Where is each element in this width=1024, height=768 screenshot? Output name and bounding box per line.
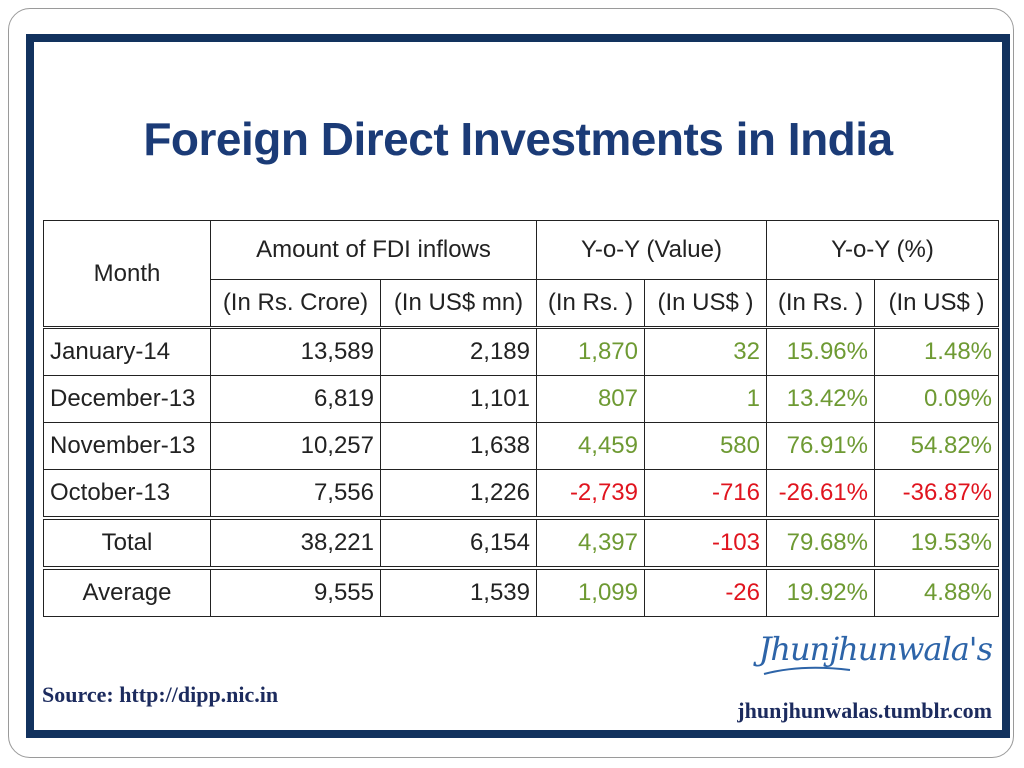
cell-fdi-usd: 1,638 — [380, 422, 537, 470]
table-row: December-13 6,819 1,101 807 1 13.42% 0.0… — [43, 375, 1000, 423]
cell-yoy-rs: 1,099 — [536, 566, 645, 617]
cell-yoy-usd: 1 — [644, 375, 767, 423]
cell-fdi-usd: 1,226 — [380, 469, 537, 519]
table-row: November-13 10,257 1,638 4,459 580 76.91… — [43, 422, 1000, 470]
cell-pct-usd: 54.82% — [873, 422, 1000, 470]
fdi-table: Month Amount of FDI inflows Y-o-Y (Value… — [43, 220, 1000, 617]
cell-fdi-rs: 10,257 — [210, 422, 381, 470]
header-yoy-pct: Y-o-Y (%) — [765, 220, 1000, 280]
header-unit: (In US$ ) — [873, 279, 1000, 328]
cell-pct-rs: -26.61% — [766, 469, 875, 519]
logo-url: jhunjhunwalas.tumblr.com — [737, 698, 992, 723]
cell-yoy-rs: 807 — [536, 375, 645, 423]
cell-pct-usd: 19.53% — [873, 516, 1000, 569]
cell-pct-usd: 4.88% — [873, 566, 1000, 617]
header-fdi-inflows: Amount of FDI inflows — [210, 220, 537, 280]
cell-pct-usd: 1.48% — [873, 327, 1000, 376]
header-row-units: (In Rs. Crore) (In US$ mn) (In Rs. ) (In… — [43, 279, 1000, 328]
cell-yoy-usd: -103 — [644, 516, 767, 569]
cell-fdi-rs: 38,221 — [210, 516, 381, 569]
cell-yoy-rs: -2,739 — [536, 469, 645, 519]
logo-swoosh-icon — [763, 666, 851, 675]
cell-fdi-rs: 9,555 — [210, 566, 381, 617]
cell-yoy-usd: -716 — [644, 469, 767, 519]
cell-fdi-usd: 6,154 — [380, 516, 537, 569]
header-unit: (In Rs. ) — [766, 279, 875, 328]
cell-yoy-rs: 4,459 — [536, 422, 645, 470]
header-unit: (In US$ ) — [644, 279, 767, 328]
cell-yoy-usd: -26 — [644, 566, 767, 617]
cell-pct-rs: 79.68% — [766, 516, 875, 569]
cell-pct-rs: 13.42% — [766, 375, 875, 423]
cell-yoy-rs: 4,397 — [536, 516, 645, 569]
cell-month: December-13 — [43, 375, 211, 423]
source-note: Source: http://dipp.nic.in — [42, 682, 279, 707]
cell-fdi-rs: 7,556 — [210, 469, 381, 519]
header-row-groups: Month Amount of FDI inflows Y-o-Y (Value… — [43, 220, 1000, 328]
cell-fdi-usd: 2,189 — [380, 327, 537, 376]
cell-yoy-usd: 32 — [644, 327, 767, 376]
cell-month: January-14 — [43, 327, 211, 376]
average-row: Average 9,555 1,539 1,099 -26 19.92% 4.8… — [43, 566, 1000, 617]
cell-pct-rs: 15.96% — [766, 327, 875, 376]
cell-fdi-usd: 1,539 — [380, 566, 537, 617]
cell-yoy-rs: 1,870 — [536, 327, 645, 376]
cell-yoy-usd: 580 — [644, 422, 767, 470]
slide-frame: Foreign Direct Investments in India Mont… — [26, 34, 1010, 738]
total-row: Total 38,221 6,154 4,397 -103 79.68% 19.… — [43, 516, 1000, 569]
table-row: October-13 7,556 1,226 -2,739 -716 -26.6… — [43, 469, 1000, 519]
header-month: Month — [43, 220, 211, 328]
cell-pct-usd: 0.09% — [873, 375, 1000, 423]
cell-average-label: Average — [43, 566, 211, 617]
logo-signature: Jhunjhunwala's — [758, 630, 993, 668]
header-yoy-value: Y-o-Y (Value) — [536, 220, 767, 280]
cell-pct-rs: 76.91% — [766, 422, 875, 470]
header-unit: (In US$ mn) — [380, 279, 537, 328]
cell-fdi-usd: 1,101 — [380, 375, 537, 423]
cell-month: October-13 — [43, 469, 211, 519]
slide-title: Foreign Direct Investments in India — [143, 113, 893, 165]
cell-pct-usd: -36.87% — [873, 469, 1000, 519]
cell-month: November-13 — [43, 422, 211, 470]
cell-fdi-rs: 6,819 — [210, 375, 381, 423]
cell-fdi-rs: 13,589 — [210, 327, 381, 376]
table-row: January-14 13,589 2,189 1,870 32 15.96% … — [43, 327, 1000, 376]
header-unit: (In Rs. Crore) — [210, 279, 381, 328]
cell-total-label: Total — [43, 516, 211, 569]
header-unit: (In Rs. ) — [536, 279, 645, 328]
cell-pct-rs: 19.92% — [766, 566, 875, 617]
